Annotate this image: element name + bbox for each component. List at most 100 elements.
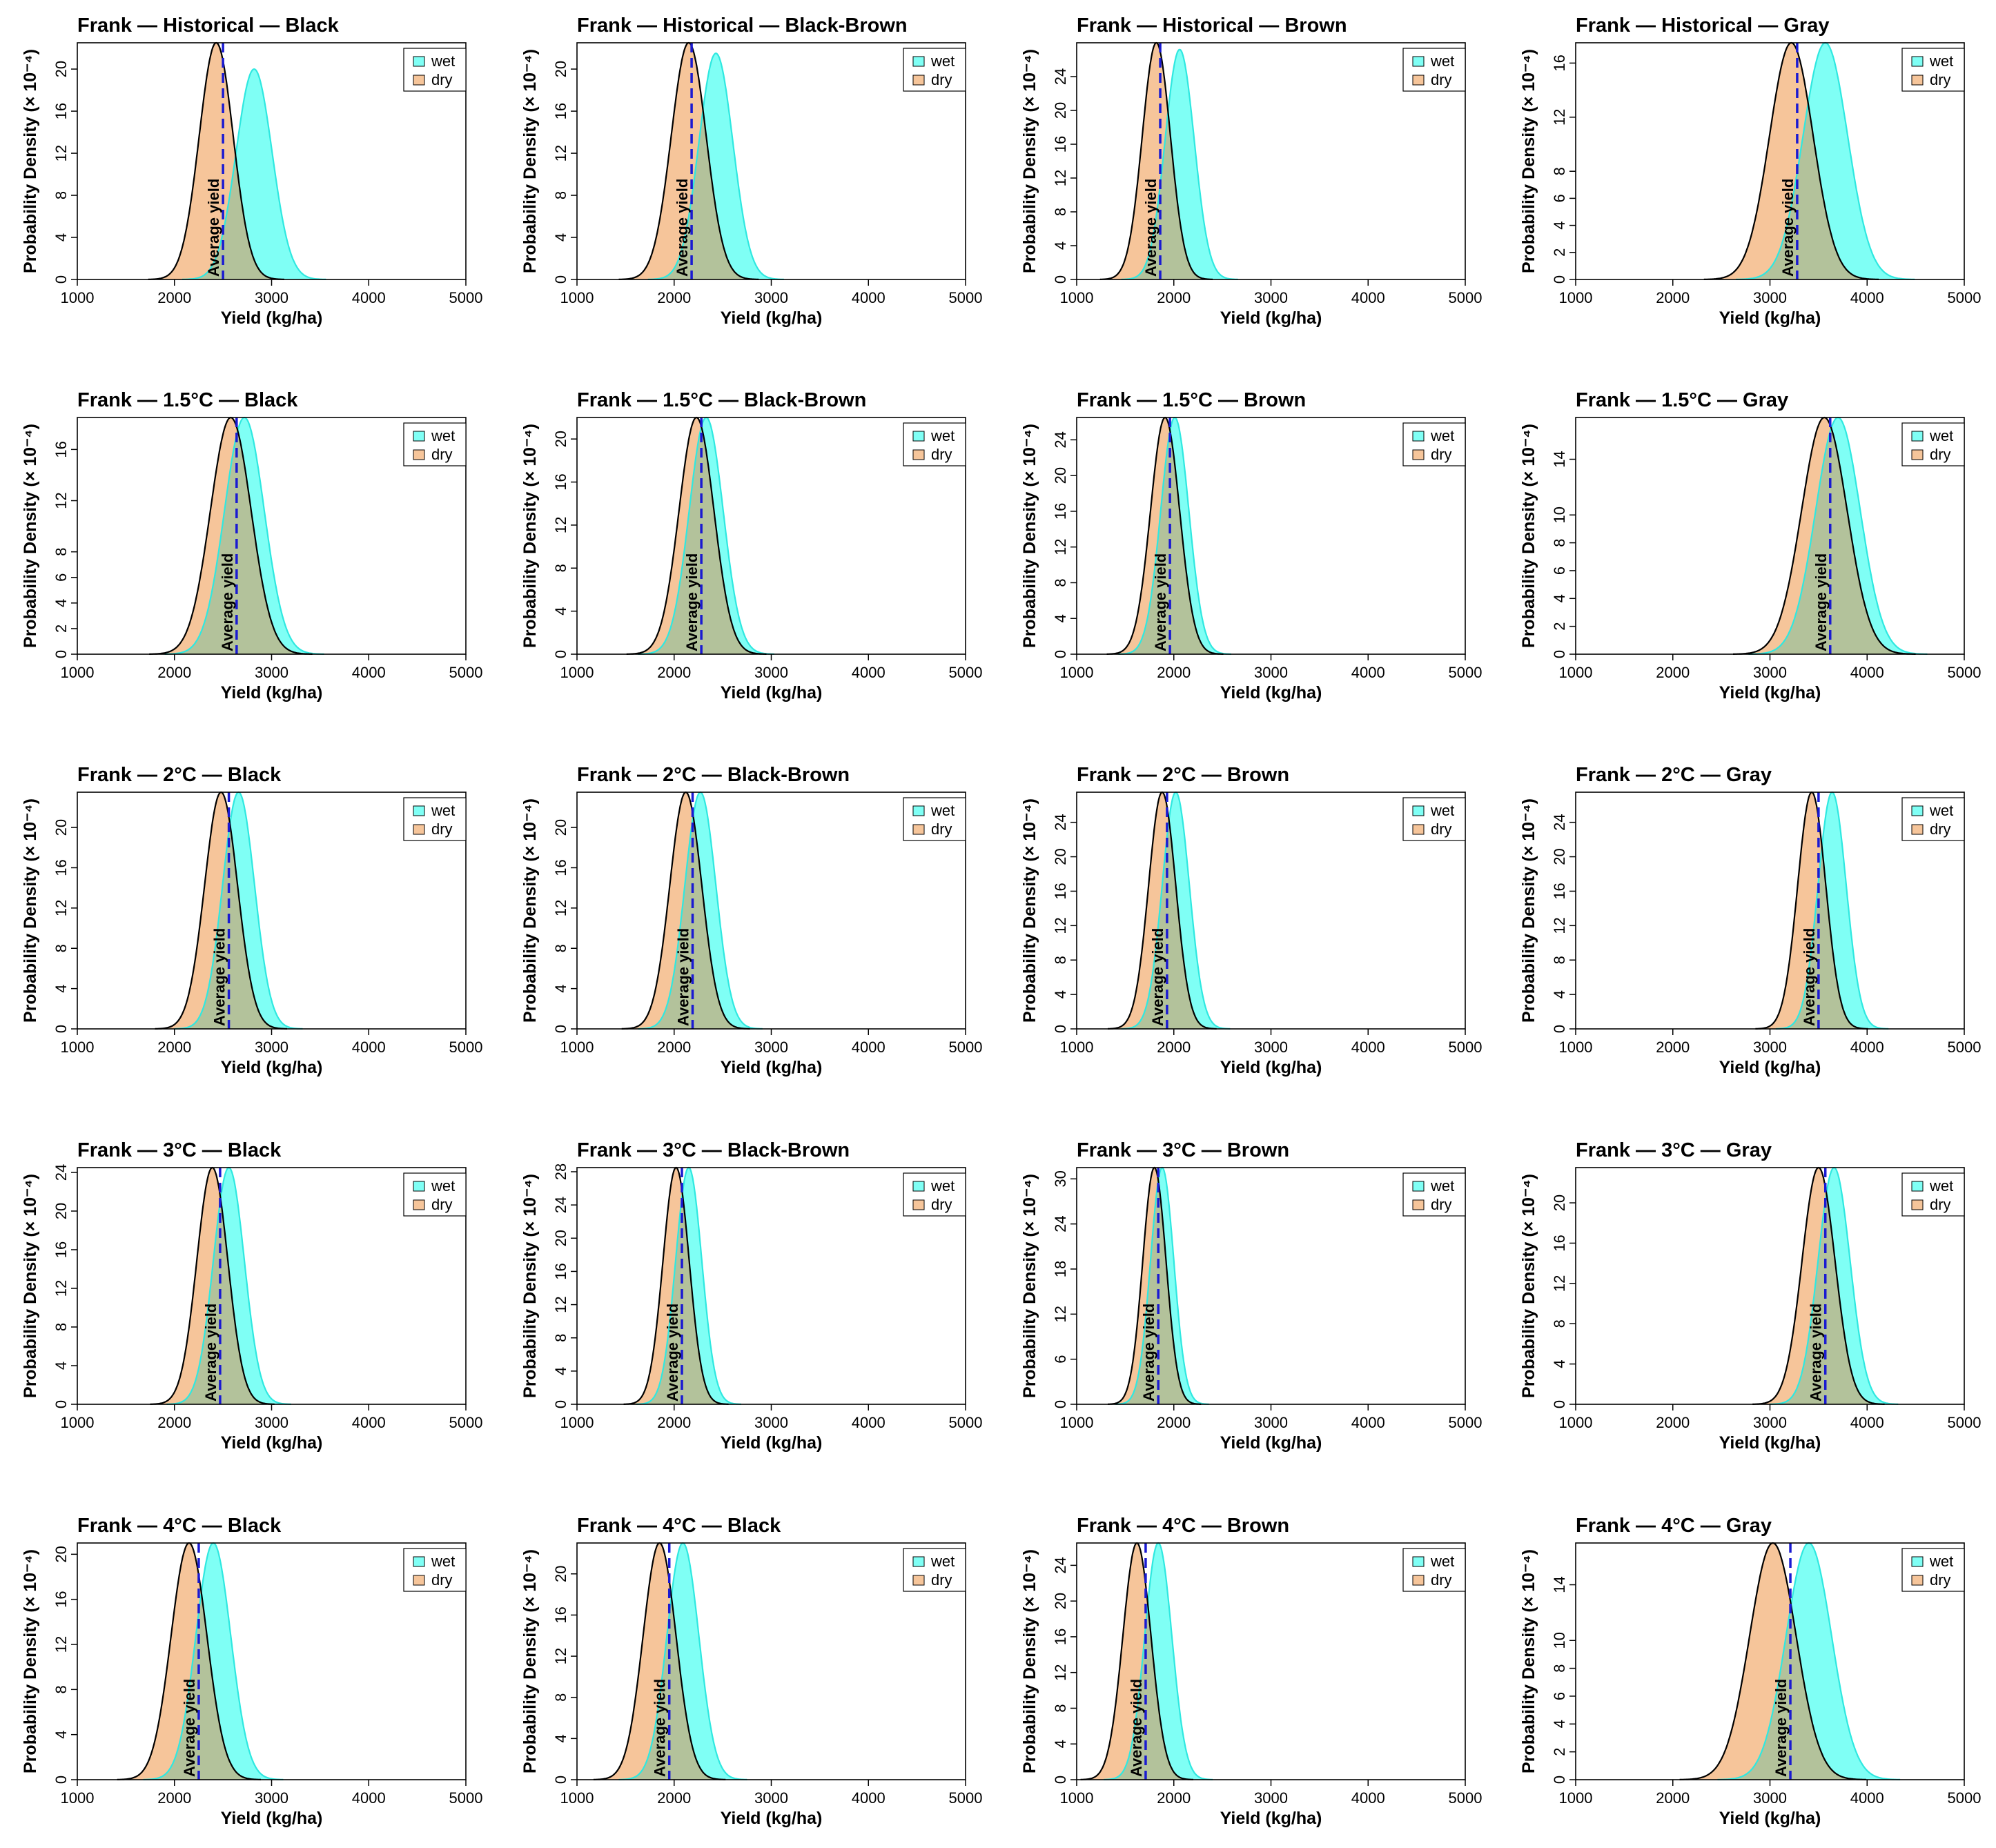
x-tick-label: 3000 bbox=[1254, 1414, 1288, 1431]
y-tick-label: 16 bbox=[552, 1263, 569, 1279]
legend-swatch-wet bbox=[1412, 56, 1425, 67]
x-tick-label: 3000 bbox=[255, 1039, 288, 1056]
x-tick-label: 1000 bbox=[1060, 664, 1094, 681]
y-tick-label: 20 bbox=[552, 1230, 569, 1246]
x-tick-label: 3000 bbox=[1753, 664, 1787, 681]
x-axis-label: Yield (kg/ha) bbox=[221, 1433, 323, 1453]
x-tick-label: 1000 bbox=[1559, 1039, 1593, 1056]
legend-swatch-dry bbox=[413, 75, 425, 86]
y-axis-label: Probability Density (× 10⁻⁴) bbox=[520, 1549, 540, 1773]
x-tick-label: 5000 bbox=[949, 1414, 983, 1431]
y-tick-label: 10 bbox=[1551, 1632, 1568, 1649]
y-tick-label: 0 bbox=[52, 275, 70, 284]
x-tick-label: 1000 bbox=[560, 664, 594, 681]
legend-swatch-wet bbox=[912, 1556, 925, 1567]
x-axis-label: Yield (kg/ha) bbox=[221, 683, 323, 702]
y-axis-label: Probability Density (× 10⁻⁴) bbox=[1519, 49, 1538, 273]
overlap-area bbox=[638, 792, 750, 1029]
x-tick-label: 5000 bbox=[949, 664, 983, 681]
y-axis-label: Probability Density (× 10⁻⁴) bbox=[21, 424, 40, 648]
legend-swatch-dry bbox=[1412, 1199, 1425, 1210]
y-tick-label: 4 bbox=[1551, 1720, 1568, 1728]
y-axis-label: Probability Density (× 10⁻⁴) bbox=[21, 1549, 40, 1773]
y-tick-label: 12 bbox=[1052, 917, 1069, 934]
panel-7: Average yield Frank — 1.5°C — Brown wet dry… bbox=[1020, 389, 1482, 702]
x-tick-label: 2000 bbox=[657, 1039, 691, 1056]
wet-area bbox=[618, 1543, 747, 1780]
y-tick-label: 12 bbox=[1052, 1306, 1069, 1322]
x-tick-label: 2000 bbox=[1157, 1789, 1191, 1807]
y-tick-label: 0 bbox=[52, 650, 70, 658]
y-tick-label: 10 bbox=[1551, 507, 1568, 523]
x-axis-label: Yield (kg/ha) bbox=[1220, 1809, 1322, 1828]
legend-label-wet: wet bbox=[1430, 1553, 1454, 1570]
y-tick-label: 4 bbox=[52, 984, 70, 992]
legend-label-dry: dry bbox=[431, 71, 453, 88]
y-tick-label: 20 bbox=[1052, 848, 1069, 865]
legend-swatch-dry bbox=[1412, 1575, 1425, 1586]
average-yield-label: Average yield bbox=[1812, 553, 1830, 651]
dry-area bbox=[148, 43, 284, 279]
y-tick-label: 8 bbox=[552, 944, 569, 952]
panel-3: Average yield Frank — Historical — Brown w… bbox=[1020, 14, 1482, 328]
x-tick-label: 3000 bbox=[1753, 1039, 1787, 1056]
legend-swatch-dry bbox=[912, 1199, 925, 1210]
y-tick-label: 2 bbox=[52, 625, 70, 633]
y-tick-label: 16 bbox=[52, 1241, 70, 1258]
legend-label-wet: wet bbox=[1430, 802, 1454, 819]
x-tick-label: 1000 bbox=[61, 1039, 95, 1056]
x-tick-label: 4000 bbox=[1351, 1039, 1385, 1056]
legend-label-wet: wet bbox=[930, 1177, 955, 1195]
y-tick-label: 0 bbox=[552, 650, 569, 658]
legend-swatch-dry bbox=[1911, 824, 1924, 835]
legend-swatch-wet bbox=[1911, 1181, 1924, 1192]
average-yield-label: Average yield bbox=[1801, 928, 1818, 1026]
y-tick-label: 0 bbox=[1551, 650, 1568, 658]
x-tick-label: 4000 bbox=[1351, 1789, 1385, 1807]
panel-title: Frank — Historical — Brown bbox=[1077, 14, 1347, 37]
x-axis-label: Yield (kg/ha) bbox=[721, 308, 823, 328]
panel-title: Frank — 4°C — Gray bbox=[1576, 1515, 1772, 1537]
legend-swatch-wet bbox=[1911, 805, 1924, 816]
y-tick-label: 14 bbox=[1551, 451, 1568, 467]
y-axis-label: Probability Density (× 10⁻⁴) bbox=[21, 798, 40, 1023]
y-tick-label: 0 bbox=[1551, 1025, 1568, 1033]
panel-title: Frank — 3°C — Black bbox=[77, 1139, 282, 1161]
panel-title: Frank — 1.5°C — Brown bbox=[1077, 389, 1306, 411]
x-tick-label: 4000 bbox=[352, 1414, 386, 1431]
legend-swatch-dry bbox=[413, 824, 425, 835]
x-tick-label: 5000 bbox=[949, 1039, 983, 1056]
x-tick-label: 4000 bbox=[1850, 289, 1884, 306]
legend-label-dry: dry bbox=[431, 1196, 453, 1213]
x-tick-label: 4000 bbox=[852, 1414, 886, 1431]
y-axis-label: Probability Density (× 10⁻⁴) bbox=[1020, 1174, 1039, 1398]
y-tick-label: 2 bbox=[1551, 1748, 1568, 1756]
panel-title: Frank — 4°C — Black bbox=[77, 1515, 282, 1537]
y-tick-label: 8 bbox=[1551, 1664, 1568, 1672]
legend-swatch-wet bbox=[1911, 56, 1924, 67]
y-tick-label: 20 bbox=[52, 819, 70, 836]
y-tick-label: 4 bbox=[1551, 221, 1568, 229]
x-tick-label: 5000 bbox=[1948, 1039, 1982, 1056]
y-tick-label: 8 bbox=[552, 1334, 569, 1342]
legend-label-dry: dry bbox=[1930, 820, 1951, 838]
overlap-area bbox=[1118, 417, 1224, 654]
legend-swatch-wet bbox=[912, 1181, 925, 1192]
x-tick-label: 5000 bbox=[449, 1789, 483, 1807]
dry-area bbox=[593, 1543, 726, 1780]
x-tick-label: 4000 bbox=[352, 289, 386, 306]
x-tick-label: 4000 bbox=[1850, 1789, 1884, 1807]
wet-area bbox=[1775, 792, 1889, 1029]
legend-label-wet: wet bbox=[431, 802, 455, 819]
y-axis-label: Probability Density (× 10⁻⁴) bbox=[1020, 424, 1039, 648]
x-axis-label: Yield (kg/ha) bbox=[1719, 1433, 1821, 1453]
x-tick-label: 2000 bbox=[157, 1789, 191, 1807]
x-tick-label: 3000 bbox=[1753, 1789, 1787, 1807]
y-tick-label: 12 bbox=[52, 492, 70, 509]
overlap-area bbox=[174, 792, 287, 1029]
legend-swatch-wet bbox=[1911, 431, 1924, 442]
y-tick-label: 8 bbox=[52, 191, 70, 199]
